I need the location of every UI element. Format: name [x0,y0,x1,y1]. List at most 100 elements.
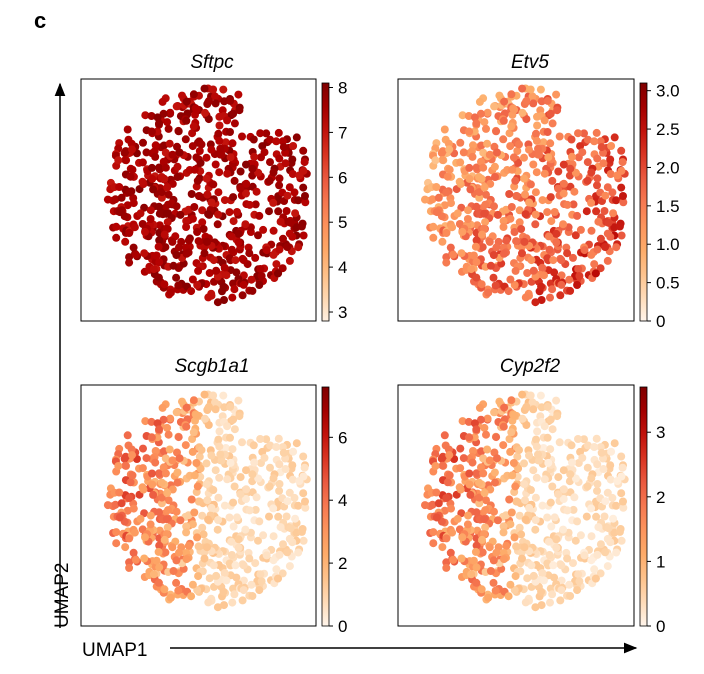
scatter-point [234,396,243,405]
scatter-point [442,563,451,572]
scatter-point [146,520,155,529]
scatter-point [178,91,186,100]
scatter-point [490,507,498,516]
scatter-point [148,469,156,478]
scatter-point [162,209,171,218]
scatter-point [141,417,150,426]
scatter-point [546,598,554,607]
scatter-point [247,580,256,589]
scatter-point [286,218,295,227]
scatter-point [612,548,621,557]
scatter-point [275,181,284,190]
scatter-point [220,601,228,610]
scatter-point [219,587,228,596]
colorbar-tick-label: 8 [338,78,347,97]
scatter-point [121,543,130,552]
scatter-point [149,570,158,579]
scatter-point [482,124,490,133]
scatter-point [553,412,562,421]
scatter-point [528,398,537,407]
scatter-point [198,218,207,227]
scatter-point [522,115,531,124]
scatter-point [111,500,120,509]
scatter-point [475,478,483,487]
scatter-point [477,415,485,424]
scatter-point [509,153,518,162]
scatter-point [538,263,547,272]
scatter-point [466,185,475,194]
scatter-point [532,168,541,177]
scatter-point [165,445,174,454]
scatter-point [275,486,284,495]
scatter-point [491,586,500,595]
scatter-point [456,464,465,473]
scatter-point [228,445,237,454]
scatter-point [220,569,229,577]
scatter-point [483,139,492,148]
scatter-point [188,142,197,151]
scatter-point [540,475,549,484]
scatter-point [546,139,555,148]
scatter-point [154,578,163,587]
scatter-point [276,217,285,226]
scatter-point [125,229,134,237]
scatter-point [164,200,172,209]
scatter-point [117,193,126,202]
scatter-point [515,511,524,520]
scatter-point [491,478,499,487]
scatter-point [279,143,288,152]
scatter-point [548,176,557,185]
scatter-point [540,169,549,178]
scatter-point [434,193,443,202]
scatter-point [557,280,566,289]
scatter-point [521,293,530,302]
scatter-point [115,488,124,497]
scatter-point [479,469,488,478]
scatter-point [163,489,172,497]
scatter-point [601,243,610,251]
scatter-point [211,398,219,407]
scatter-point [546,293,554,302]
colorbar-ticks: 0 2 4 6 [329,428,347,636]
scatter-point [163,183,172,192]
scatter-point [285,183,294,192]
scatter-point [189,396,198,405]
scatter-point [465,127,474,136]
scatter-point [472,119,481,128]
scatter-point [129,548,138,557]
scatter-point [285,229,294,238]
scatter-point [192,411,201,420]
scatter-point [230,119,239,128]
scatter-point [204,115,213,124]
panel-letter: c [34,8,46,33]
scatter-point [575,577,584,586]
scatter-point [231,561,240,570]
scatter-point [154,242,163,251]
scatter-point [515,218,524,227]
colorbar-tick-label: 3 [338,303,347,322]
scatter-point [200,390,209,399]
scatter-point [465,174,474,183]
scatter-point [521,190,529,199]
scatter-point [478,535,486,544]
scatter-point [603,562,612,571]
scatter-point [548,590,557,599]
scatter-point [547,217,556,226]
scatter-point [533,427,542,436]
scatter-point [510,533,519,542]
scatter-point [495,397,504,406]
scatter-point [618,463,627,472]
scatter-point [128,165,137,174]
scatter-point [472,563,481,572]
scatter-point [529,571,538,580]
scatter-point [300,158,309,167]
colorbar [321,82,330,322]
scatter-point [478,548,487,557]
colorbar-tick-label: 7 [338,123,347,142]
scatter-point [527,561,536,570]
scatter-point [513,452,522,461]
scatter-point [594,523,603,532]
scatter-point [440,506,449,515]
scatter-point [215,136,224,145]
scatter-point [475,193,484,202]
